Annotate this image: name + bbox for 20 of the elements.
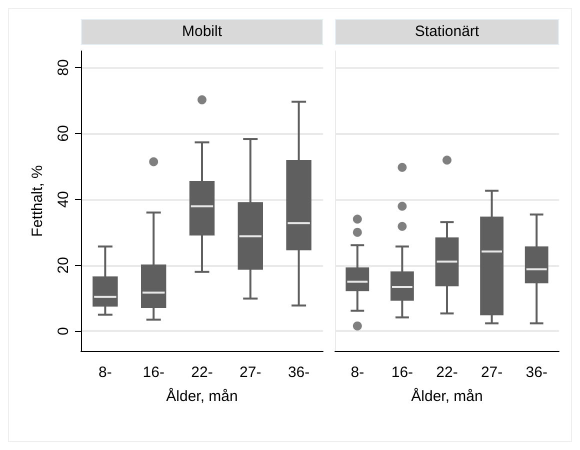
- x-tick-label: 36-: [288, 364, 310, 381]
- y-axis-title: Fetthalt, %: [29, 165, 46, 237]
- y-tick-label: 60: [55, 125, 72, 142]
- x-axis-title: Ålder, mån: [166, 387, 238, 405]
- x-tick-label: 27-: [240, 364, 262, 381]
- x-tick-label: 27-: [480, 364, 503, 381]
- x-tick-label: 16-: [142, 364, 164, 381]
- x-tick-label: 8-: [350, 364, 364, 381]
- y-tick-label: 20: [55, 256, 72, 274]
- chart-title: Mobilt: [81, 19, 323, 45]
- y-tick-label: 40: [55, 191, 72, 208]
- y-tick-label: 0: [55, 327, 72, 336]
- x-tick-label: 22-: [191, 364, 213, 381]
- x-tick-label: 36-: [526, 364, 548, 381]
- chart-title: Stationärt: [335, 19, 559, 45]
- x-tick-label: 8-: [98, 364, 112, 381]
- y-tick-label: 80: [55, 59, 72, 76]
- x-tick-label: 22-: [436, 364, 458, 381]
- x-tick-label: 16-: [391, 364, 414, 381]
- x-axis-title: Ålder, mån: [411, 387, 483, 405]
